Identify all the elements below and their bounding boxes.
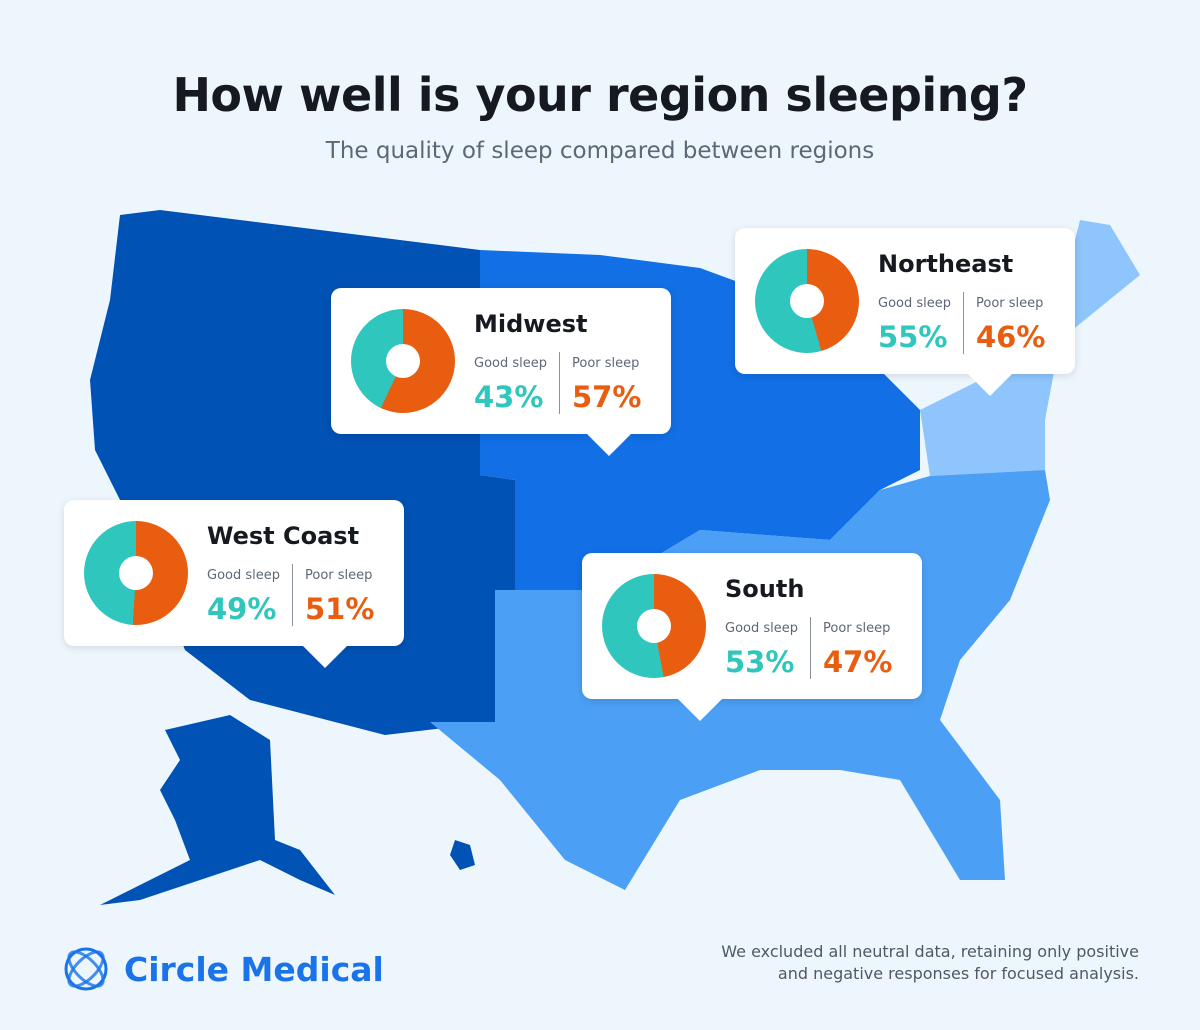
poor-sleep-label: Poor sleep <box>572 356 640 371</box>
region-name: West Coast <box>207 522 360 550</box>
divider <box>963 292 964 354</box>
divider <box>559 352 560 414</box>
poor-sleep-label: Poor sleep <box>305 568 373 583</box>
region-card-south: South Good sleep Poor sleep 53% 47% <box>582 553 922 721</box>
brand-logo: Circle Medical <box>60 943 384 995</box>
footnote-line-2: and negative responses for focused analy… <box>777 964 1139 983</box>
donut-chart <box>755 249 859 353</box>
poor-sleep-value: 47% <box>823 645 893 679</box>
brand-name: Circle Medical <box>124 949 384 989</box>
good-sleep-value: 53% <box>725 645 795 679</box>
page-subtitle: The quality of sleep compared between re… <box>325 138 875 164</box>
good-sleep-value: 49% <box>207 592 277 626</box>
circle-medical-logo-icon <box>64 947 108 991</box>
poor-sleep-value: 46% <box>976 320 1046 354</box>
good-sleep-label: Good sleep <box>725 621 798 636</box>
region-card-midwest: Midwest Good sleep Poor sleep 43% 57% <box>331 288 671 456</box>
donut-chart <box>351 309 455 413</box>
poor-sleep-label: Poor sleep <box>976 296 1044 311</box>
region-name: Midwest <box>474 310 588 338</box>
divider <box>292 564 293 626</box>
donut-chart <box>602 574 706 678</box>
poor-sleep-label: Poor sleep <box>823 621 891 636</box>
region-hawaii <box>450 840 475 870</box>
good-sleep-label: Good sleep <box>207 568 280 583</box>
good-sleep-value: 55% <box>878 320 948 354</box>
good-sleep-value: 43% <box>474 380 544 414</box>
poor-sleep-value: 57% <box>572 380 642 414</box>
region-alaska <box>100 715 335 905</box>
region-card-west-coast: West Coast Good sleep Poor sleep 49% 51% <box>64 500 404 668</box>
page-title: How well is your region sleeping? <box>172 68 1028 122</box>
good-sleep-label: Good sleep <box>474 356 547 371</box>
poor-sleep-value: 51% <box>305 592 375 626</box>
region-name: South <box>725 575 805 603</box>
footnote-line-1: We excluded all neutral data, retaining … <box>721 942 1139 961</box>
donut-chart <box>84 521 188 625</box>
good-sleep-label: Good sleep <box>878 296 951 311</box>
region-name: Northeast <box>878 250 1014 278</box>
divider <box>810 617 811 679</box>
region-card-northeast: Northeast Good sleep Poor sleep 55% 46% <box>735 228 1075 396</box>
footnote: We excluded all neutral data, retaining … <box>721 941 1139 985</box>
